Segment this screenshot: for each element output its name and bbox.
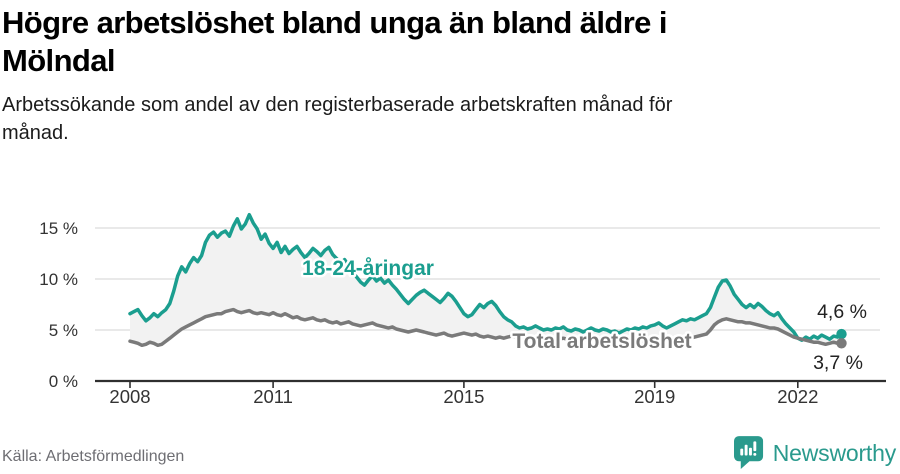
band-fill [130,214,842,346]
chart-title-line1: Högre arbetslöshet bland unga än bland ä… [2,5,667,40]
x-tick-label: 2008 [109,386,150,407]
annotation-0: 18-24-åringar [302,257,434,280]
bar-chart-glyph [740,441,757,456]
annotation-1: Total arbetslöshet [512,330,691,353]
pin-bubble-shape [733,436,763,469]
y-tick-label: 15 % [39,219,78,238]
x-tick-label: 2019 [634,386,675,407]
series-end-dot-1 [836,338,847,349]
x-tick-label: 2015 [443,386,484,407]
annotation-3: 3,7 % [813,352,863,374]
chart-area: 0 % 5 % 10 % 15 % 2008 2011 2015 2019 2022 18-24-… [0,190,900,435]
source-note: Källa: Arbetsförmedlingen [2,448,185,465]
newsworthy-pin-icon [733,436,763,469]
series-end-dot-0 [836,328,847,340]
x-tick-label: 2022 [777,386,818,407]
y-tick-label: 10 % [39,270,78,289]
chart-title: Högre arbetslöshet bland unga än bland ä… [2,4,892,80]
newsworthy-wordmark: Newsworthy [772,440,896,466]
series-line-0 [128,212,844,342]
newsworthy-logo: Newsworthy [733,436,896,471]
chart-subtitle-line2: månad. [2,122,69,144]
chart-title-line2: Mölndal [2,43,116,78]
series-line-1 [128,307,844,348]
line-chart: 0 % 5 % 10 % 15 % 2008 2011 2015 2019 2022 18-24-… [39,212,886,407]
y-tick-label: 0 % [49,372,78,391]
y-tick-label: 5 % [49,321,78,340]
chart-subtitle-line1: Arbetssökande som andel av den registerb… [2,94,673,116]
x-tick-label: 2011 [253,386,293,407]
chart-subtitle: Arbetssökande som andel av den registerb… [2,91,872,147]
annotation-2: 4,6 % [817,301,867,323]
